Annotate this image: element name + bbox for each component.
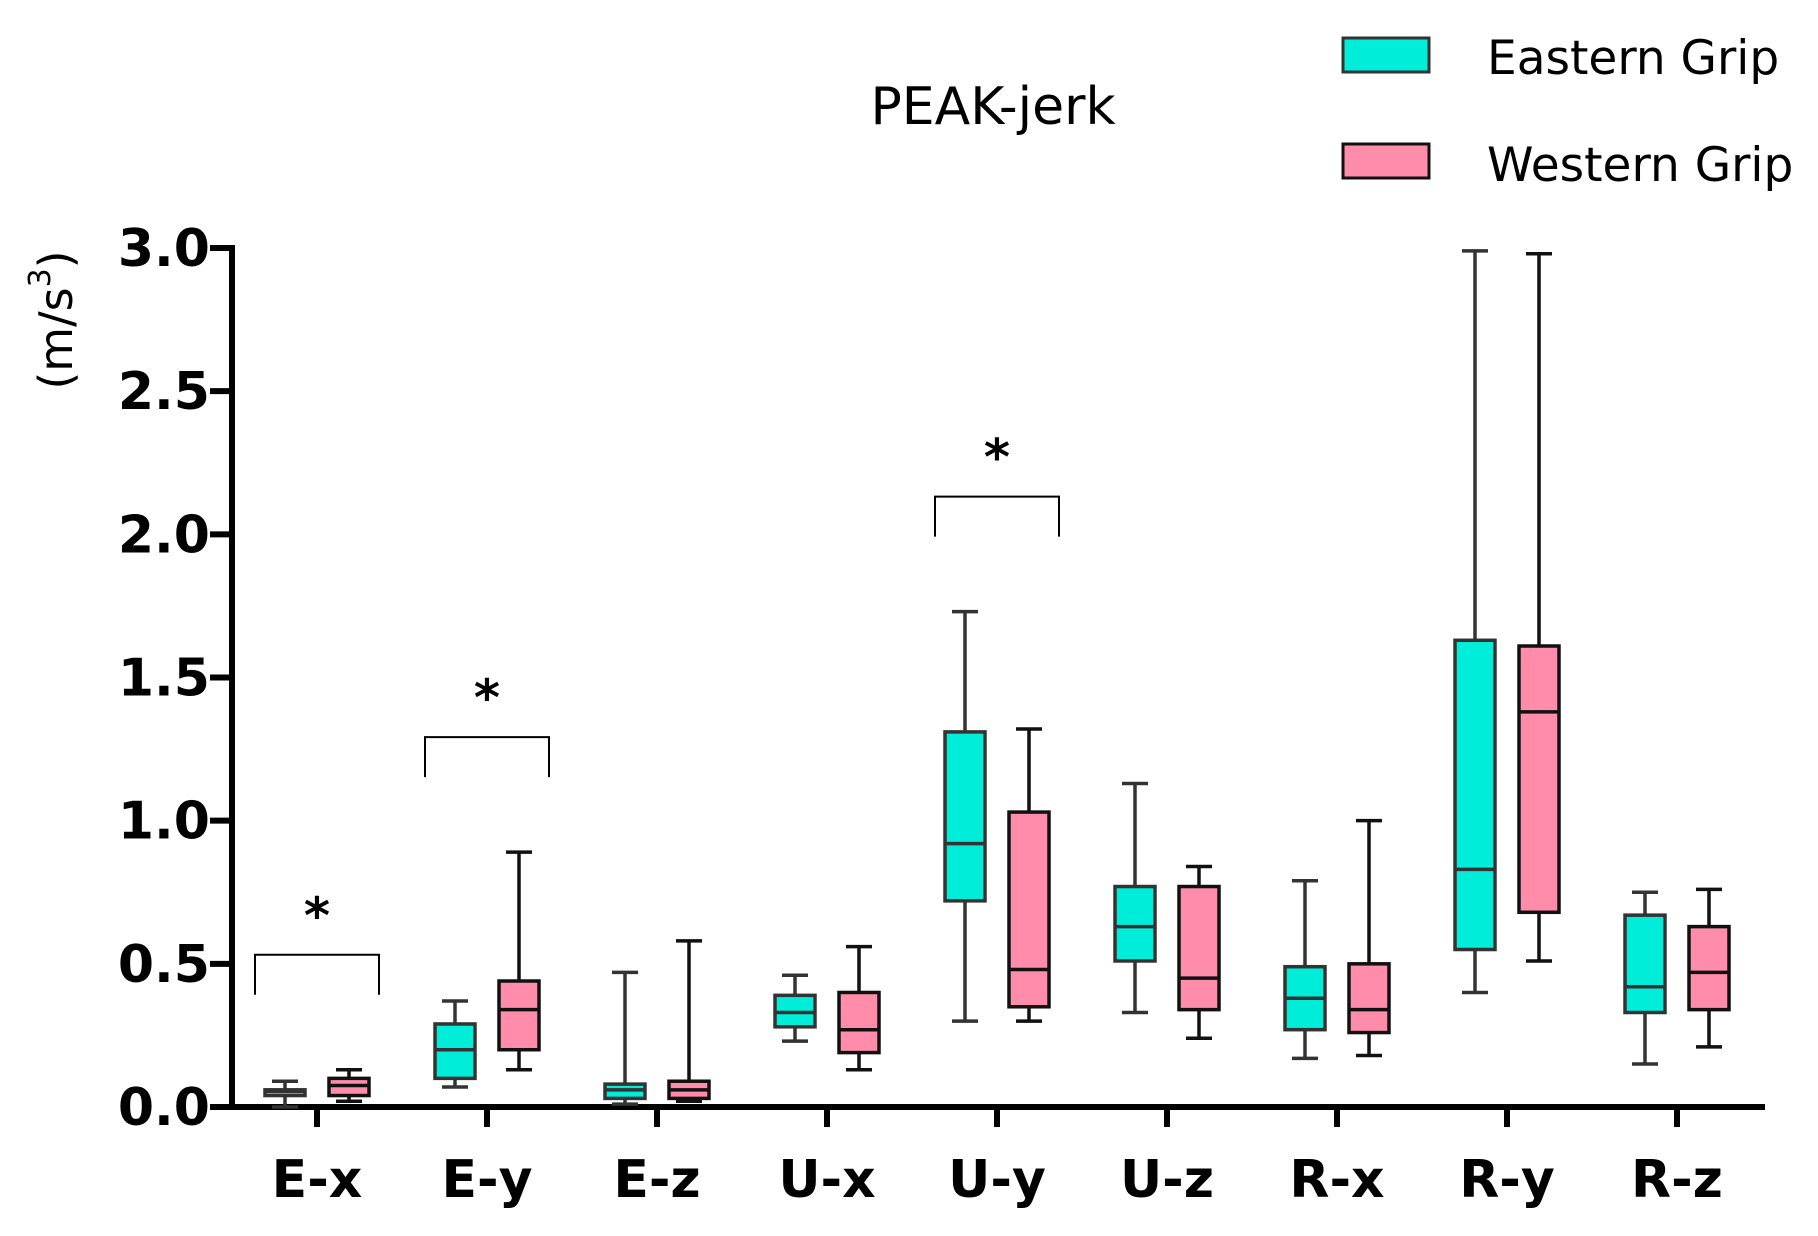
iqr-box <box>1347 962 1391 1035</box>
significance-markers: * * * <box>254 429 1060 995</box>
box-western-R-z <box>1687 887 1731 1049</box>
box-western-U-x <box>837 944 881 1072</box>
x-tick-label: R-y <box>1459 1150 1555 1210</box>
significance-star: * <box>474 669 500 727</box>
y-tick-label: 2.0 <box>118 505 210 565</box>
x-tick-label: E-x <box>272 1150 363 1210</box>
y-tick-label: 1.0 <box>118 792 210 852</box>
iqr-box <box>837 990 881 1055</box>
box-western-R-y <box>1517 251 1561 963</box>
iqr-box <box>1453 638 1497 952</box>
legend: Eastern Grip Western Grip <box>1341 31 1793 193</box>
significance-bracket <box>424 736 550 778</box>
box-eastern-E-x <box>263 1079 307 1109</box>
y-tick-label: 1.5 <box>118 649 210 709</box>
y-axis-label-close: ) <box>29 250 83 268</box>
x-tick-label: U-x <box>778 1150 875 1210</box>
iqr-box <box>1177 884 1221 1012</box>
legend-swatch-western <box>1341 142 1431 180</box>
legend-swatch-eastern <box>1341 36 1431 74</box>
x-tick-label: U-z <box>1120 1150 1214 1210</box>
significance-bracket <box>934 495 1060 537</box>
box-eastern-R-x <box>1283 879 1327 1061</box>
iqr-box <box>943 730 987 903</box>
significance-star: * <box>984 429 1010 487</box>
box-eastern-R-z <box>1623 890 1667 1066</box>
box-eastern-U-x <box>773 973 817 1043</box>
significance-E-y: * <box>424 669 550 778</box>
box-western-R-x <box>1347 818 1391 1058</box>
y-tick-label: 0.5 <box>118 935 210 995</box>
y-axis-label-unit: (m/s <box>29 287 83 389</box>
chart-title: PEAK-jerk <box>870 77 1115 137</box>
box-western-E-z <box>667 939 711 1104</box>
significance-star: * <box>304 887 330 945</box>
y-tick-label: 2.5 <box>118 362 210 422</box>
x-tick-label: E-z <box>613 1150 700 1210</box>
legend-label-western: Western Grip <box>1487 138 1793 193</box>
y-axis: 0.0 0.5 1.0 1.5 2.0 2.5 3.0 <box>118 219 235 1138</box>
x-tick-label: R-x <box>1289 1150 1384 1210</box>
x-axis: E-x E-y E-z U-x U-y U-z R-x R-y R-z <box>229 1104 1765 1210</box>
box-western-E-y <box>497 850 541 1072</box>
box-eastern-U-y <box>943 609 987 1023</box>
box-eastern-E-y <box>433 999 477 1089</box>
iqr-box <box>1007 810 1051 1009</box>
iqr-box <box>497 979 541 1052</box>
x-tick-label: R-z <box>1631 1150 1723 1210</box>
svg-text:(m/s3): (m/s3) <box>23 250 83 389</box>
y-tick-label: 0.0 <box>118 1078 210 1138</box>
box-eastern-R-y <box>1453 249 1497 995</box>
box-western-U-y <box>1007 727 1051 1023</box>
y-axis-label: (m/s3) <box>23 250 83 389</box>
iqr-box <box>1517 644 1561 915</box>
x-tick-label: E-y <box>442 1150 533 1210</box>
iqr-box <box>1113 884 1157 963</box>
box-western-E-x <box>327 1068 371 1104</box>
box-eastern-U-z <box>1113 781 1157 1015</box>
iqr-box <box>1687 924 1731 1012</box>
iqr-box <box>1623 913 1667 1015</box>
significance-E-x: * <box>254 887 380 995</box>
y-axis-label-exponent: 3 <box>23 268 58 287</box>
significance-U-y: * <box>934 429 1060 537</box>
y-tick-label: 3.0 <box>118 219 210 279</box>
significance-bracket <box>254 953 380 995</box>
box-series <box>263 249 1731 1109</box>
box-western-U-z <box>1177 864 1221 1041</box>
legend-label-eastern: Eastern Grip <box>1487 31 1779 86</box>
box-eastern-E-z <box>603 970 647 1106</box>
x-tick-label: U-y <box>948 1150 1046 1210</box>
